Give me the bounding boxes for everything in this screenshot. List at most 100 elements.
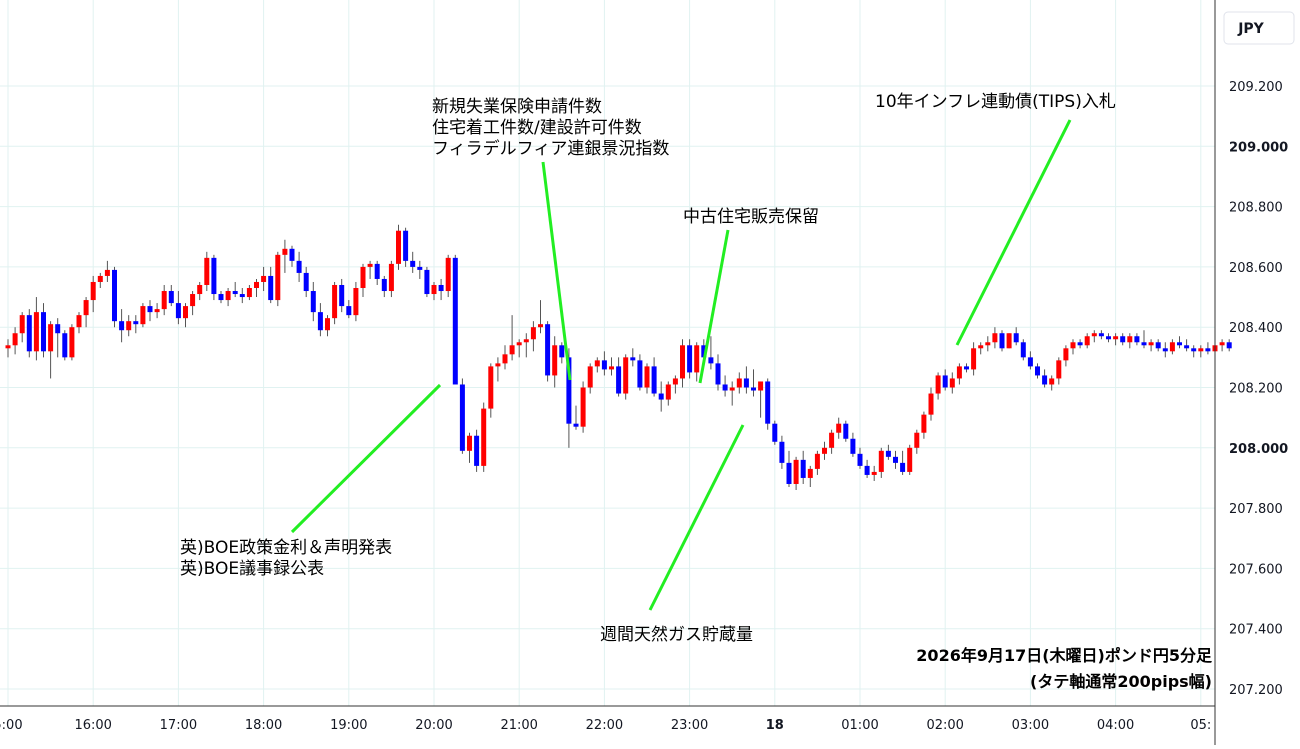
x-tick-label: 02:00	[926, 718, 963, 733]
candle-body	[822, 447, 827, 454]
candle-body	[992, 333, 998, 343]
x-tick-label: 01:00	[841, 718, 878, 733]
candle-body	[97, 275, 103, 282]
candle-body	[829, 432, 835, 448]
x-tick-label: 18:00	[245, 718, 282, 733]
candle-body	[736, 378, 742, 388]
candle-body	[552, 345, 558, 376]
candle-body	[1219, 342, 1225, 346]
candle-body	[481, 408, 487, 466]
candle-body	[388, 263, 394, 292]
candle-body	[545, 324, 551, 376]
candle-body	[765, 381, 771, 424]
candle-body	[878, 450, 884, 472]
candle-body	[161, 291, 167, 310]
candle-body	[474, 435, 480, 466]
candle-body	[225, 291, 231, 301]
candle-body	[964, 366, 969, 370]
candle-body	[211, 257, 217, 295]
candle-body	[332, 284, 338, 319]
candle-body	[12, 333, 18, 346]
candle-body	[843, 423, 849, 439]
candle-body	[19, 315, 25, 334]
candle-body	[758, 381, 764, 391]
candle-body	[1127, 336, 1133, 343]
x-tick-label: 04:00	[1097, 718, 1134, 733]
candle-body	[175, 303, 181, 319]
candle-body	[1042, 375, 1048, 385]
candle-body	[5, 345, 11, 349]
candle-body	[1113, 336, 1119, 340]
candle-body	[935, 375, 941, 394]
annotation-text: フィラデルフィア連銀景況指数	[432, 138, 669, 159]
candle-body	[630, 357, 636, 361]
annotation-leader-line	[290, 383, 442, 534]
candle-body	[836, 423, 842, 433]
x-tick-label: 5:00	[0, 718, 23, 733]
annotation-text: 中古住宅販売保留	[683, 207, 819, 227]
x-tick-label: 20:00	[415, 718, 452, 733]
candle-body	[701, 345, 707, 358]
candle-body	[1091, 333, 1097, 337]
candle-body	[807, 468, 813, 478]
y-tick-label: 208.800	[1229, 201, 1283, 216]
candle-body	[580, 387, 586, 427]
annotation-text: 英)BOE議事録公表	[180, 559, 324, 579]
candle-body	[83, 300, 89, 316]
annotation-leader-line	[955, 119, 1072, 346]
candle-body	[104, 269, 110, 276]
annotation-text: 英)BOE政策金利＆声明発表	[180, 538, 392, 558]
candle-body	[239, 294, 245, 298]
candle-body	[502, 354, 508, 364]
candle-body	[254, 281, 259, 289]
candle-body	[488, 366, 494, 409]
candle-body	[417, 266, 423, 270]
x-tick-label: 17:00	[160, 718, 197, 733]
candle-body	[978, 345, 984, 349]
x-tick-label: 19:00	[330, 718, 367, 733]
candle-body	[751, 387, 756, 391]
candle-body	[360, 266, 366, 289]
candle-body	[928, 393, 934, 415]
y-tick-label: 209.000	[1229, 140, 1288, 155]
candle-body	[275, 254, 281, 301]
candle-body	[530, 327, 536, 340]
candle-body	[33, 312, 39, 352]
candle-body	[651, 366, 657, 394]
candle-body	[1013, 333, 1019, 343]
x-tick-label: 18	[766, 718, 784, 733]
candle-body	[1198, 348, 1204, 352]
candle-body	[722, 384, 728, 391]
annotation-leader-line	[541, 161, 572, 381]
candle-body	[317, 312, 323, 331]
candle-body	[197, 284, 203, 295]
candle-body	[69, 327, 75, 358]
candle-body	[1177, 342, 1182, 346]
candle-body	[523, 339, 529, 343]
candle-body	[190, 294, 196, 307]
candle-body	[857, 453, 863, 466]
y-tick-label: 208.000	[1229, 442, 1288, 457]
candle-body	[353, 288, 359, 316]
candle-body	[147, 306, 153, 313]
x-tick-label: 22:00	[586, 718, 623, 733]
candle-body	[346, 306, 352, 316]
caption-line: (タテ軸通常200pips幅)	[1030, 672, 1212, 691]
y-tick-label: 207.400	[1229, 623, 1283, 638]
candle-body	[601, 360, 607, 370]
candle-body	[985, 342, 991, 346]
candle-body	[1056, 360, 1062, 379]
candle-body	[1106, 336, 1111, 340]
candle-body	[743, 378, 749, 388]
candle-body	[1148, 342, 1154, 346]
candle-body	[1084, 336, 1090, 346]
candle-body	[26, 315, 32, 352]
candle-body	[949, 378, 955, 388]
candle-body	[538, 324, 543, 328]
candle-body	[566, 357, 572, 424]
y-tick-label: 207.200	[1229, 683, 1283, 698]
candle-body	[452, 257, 458, 385]
candle-body	[680, 345, 685, 379]
candle-body	[850, 438, 856, 454]
